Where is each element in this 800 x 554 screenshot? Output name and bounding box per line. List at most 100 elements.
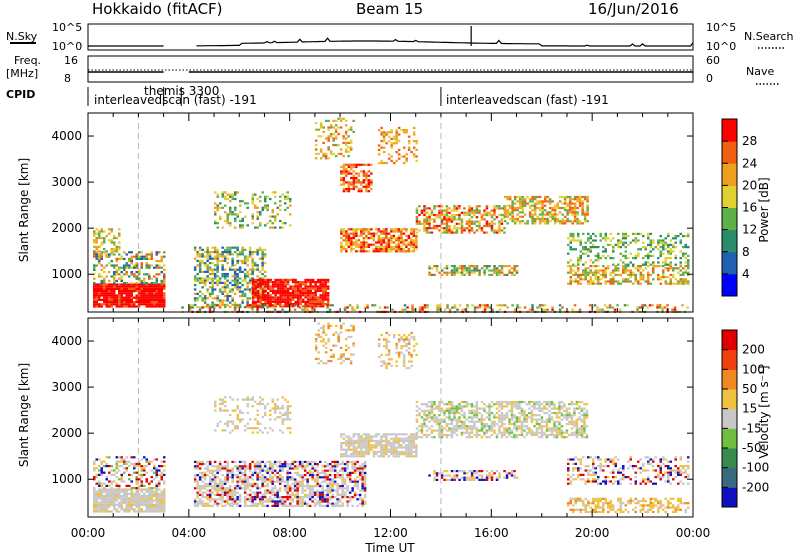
heatmap-cell (95, 508, 98, 511)
heatmap-cell (291, 287, 295, 290)
heatmap-cell (367, 230, 371, 233)
heatmap-cell (218, 277, 222, 280)
heatmap-cell (276, 460, 279, 463)
heatmap-cell (236, 191, 239, 194)
heatmap-cell (286, 474, 289, 477)
heatmap-cell (576, 220, 579, 223)
heatmap-cell (341, 478, 344, 481)
heatmap-cell (218, 288, 222, 291)
heatmap-cell (150, 292, 153, 295)
heatmap-cell (103, 285, 106, 288)
heatmap-cell (211, 268, 214, 271)
heatmap-cell (133, 290, 136, 293)
heatmap-cell (95, 305, 98, 308)
heatmap-cell (666, 304, 669, 307)
heatmap-cell (93, 490, 96, 493)
heatmap-cell (271, 463, 274, 466)
heatmap-cell (155, 282, 158, 285)
heatmap-cell (218, 480, 222, 483)
heatmap-cell (397, 234, 401, 237)
heatmap-cell (372, 239, 376, 242)
heatmap-cell (503, 209, 507, 212)
heatmap-cell (201, 485, 204, 488)
heatmap-cell (266, 285, 270, 288)
heatmap-cell (203, 463, 207, 466)
heatmap-cell (387, 135, 391, 138)
heatmap-cell (435, 269, 439, 272)
heatmap-cell (523, 222, 527, 225)
heatmap-cell (110, 495, 113, 498)
heatmap-cell (125, 490, 128, 493)
heatmap-cell (223, 478, 227, 481)
heatmap-cell (347, 141, 350, 144)
heatmap-cell (211, 469, 214, 472)
heatmap-cell (347, 245, 351, 248)
heatmap-cell (637, 248, 640, 251)
heatmap-cell (223, 480, 227, 483)
heatmap-cell (597, 265, 600, 268)
heatmap-cell (584, 269, 587, 272)
heatmap-cell (360, 187, 363, 191)
heatmap-cell (158, 290, 161, 293)
heatmap-cell (153, 283, 156, 286)
heatmap-cell (261, 281, 265, 284)
heatmap-cell (163, 488, 166, 491)
heatmap-cell (659, 276, 662, 279)
heatmap-cell (632, 232, 635, 235)
heatmap-cell (400, 228, 403, 231)
heatmap-cell (338, 469, 342, 472)
heatmap-cell (360, 248, 363, 251)
heatmap-cell (118, 277, 121, 280)
heatmap-cell (395, 248, 398, 251)
heatmap-cell (201, 259, 204, 262)
heatmap-cell (231, 297, 234, 300)
heatmap-cell (256, 476, 259, 479)
heatmap-cell (206, 467, 209, 470)
heatmap-cell (385, 142, 388, 145)
heatmap-cell (213, 255, 217, 258)
heatmap-cell (346, 471, 349, 474)
heatmap-cell (586, 206, 589, 210)
heatmap-cell (543, 195, 547, 199)
heatmap-cell (314, 122, 318, 125)
heatmap-cell (647, 278, 650, 281)
heatmap-cell (435, 267, 439, 270)
heatmap-cell (423, 205, 426, 208)
heatmap-cell (256, 491, 259, 494)
heatmap-cell (508, 204, 512, 207)
heatmap-cell (301, 487, 304, 490)
heatmap-cell (118, 497, 121, 500)
heatmap-cell (120, 506, 123, 509)
heatmap-cell (362, 232, 366, 235)
heatmap-cell (271, 289, 275, 292)
heatmap-cell (551, 206, 554, 210)
heatmap-cell (241, 251, 244, 254)
heatmap-cell (261, 248, 264, 251)
heatmap-cell (460, 222, 464, 225)
heatmap-cell (327, 128, 330, 131)
heatmap-cell (231, 299, 234, 302)
heatmap-cell (238, 251, 242, 254)
heatmap-cell (261, 474, 264, 477)
heatmap-cell (687, 265, 690, 268)
heatmap-cell (684, 235, 687, 238)
heatmap-cell (682, 254, 685, 257)
heatmap-cell (531, 222, 534, 225)
heatmap-cell (145, 303, 148, 306)
heatmap-cell (541, 204, 544, 207)
heatmap-cell (571, 198, 574, 201)
heatmap-cell (263, 469, 267, 472)
heatmap-cell (402, 241, 406, 244)
heatmap-cell (468, 265, 471, 268)
heatmap-cell (216, 295, 219, 298)
heatmap-cell (256, 211, 259, 214)
heatmap-cell (103, 283, 106, 286)
heatmap-cell (577, 257, 580, 260)
heatmap-cell (256, 478, 259, 481)
heatmap-cell (125, 262, 128, 265)
heatmap-cell (155, 253, 158, 256)
heatmap-cell (687, 282, 690, 285)
heatmap-cell (353, 482, 357, 485)
heatmap-cell (533, 204, 537, 207)
heatmap-cell (298, 476, 302, 479)
